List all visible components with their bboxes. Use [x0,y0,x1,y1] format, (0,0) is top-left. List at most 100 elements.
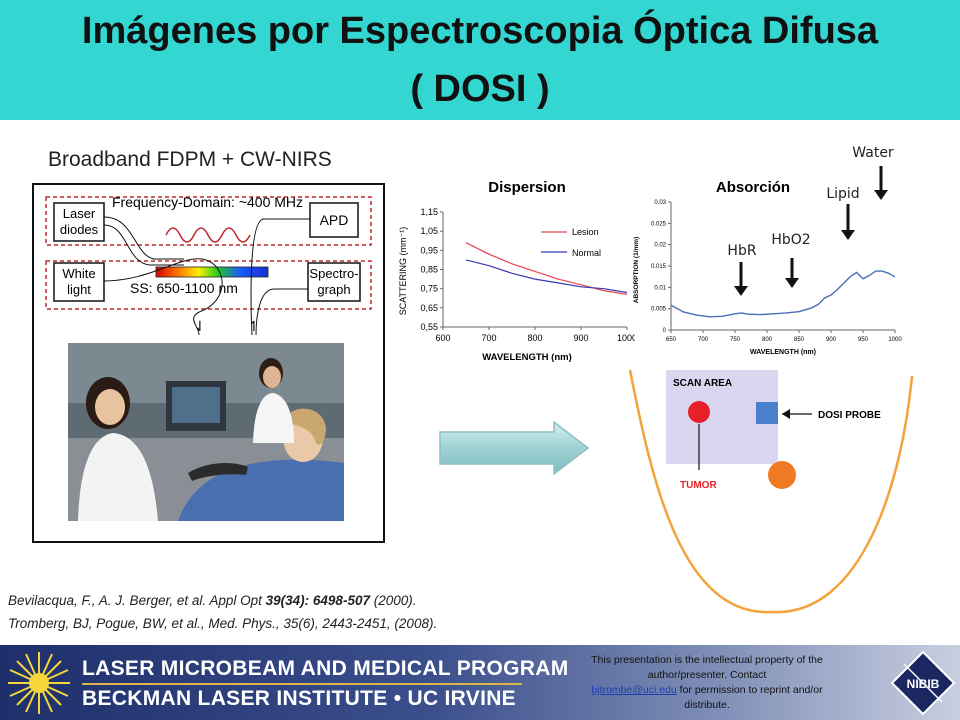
annotation-water: Water [852,145,894,161]
legend-label-lesion: Lesion [572,227,599,237]
x-tick-label: 800 [762,337,773,343]
x-tick-label: 1000 [617,333,635,343]
fdpm-heading: Broadband FDPM + CW-NIRS [48,148,332,171]
copyright-note-permission: for permission to reprint and/or distrib… [679,684,823,711]
laser-fiber-2 [103,224,184,266]
footer-program-name: LASER MICROBEAM AND MEDICAL PROGRAM [82,657,569,680]
y-tick-label: 0.015 [651,264,667,270]
breast-outline [628,369,914,614]
white-light-box [53,262,105,302]
dispersion-chart: Dispersion 600 700 800 900 1000 0,55 0,65 0,75 0… [398,179,635,363]
probe-label: DOSI PROBE [818,410,881,421]
x-tick-label: 650 [666,337,677,343]
reference-2: Tromberg, BJ, Pogue, BW, et al., Med. Ph… [8,616,438,631]
slide-subtitle: ( DOSI ) [410,68,550,110]
absorption-ylabel: ABSORPTION (1/mm) [633,237,640,303]
up-arrow-icon: ↿ [248,319,260,335]
arrow-hbo2-icon [785,258,799,288]
arrow-hbr-icon [734,262,748,296]
y-tick-label: 0.03 [654,200,666,206]
dispersion-title: Dispersion [488,179,566,196]
x-tick-label: 900 [573,333,588,343]
slide-title: Imágenes por Espectroscopia Óptica Difus… [81,10,879,52]
y-tick-label: 0.02 [654,243,666,249]
y-tick-label: 1,05 [420,226,438,236]
white-light-label-1: White [62,266,95,281]
transition-arrow-icon [439,420,590,476]
dispersion-xlabel: WAVELENGTH (nm) [482,352,572,363]
footer-divider [82,683,522,685]
x-tick-label: 700 [481,333,496,343]
spectrograph-label-1: Spectro- [309,266,358,281]
modulation-wave [165,227,251,243]
arrow-lipid-icon [841,204,855,240]
y-tick-label: 0,65 [420,303,438,313]
reference-1: Bevilacqua, F., A. J. Berger, et al. App… [8,593,417,608]
x-tick-label: 600 [435,333,450,343]
y-tick-label: 0.01 [654,285,666,291]
laser-diodes-label-2: diodes [60,222,99,237]
y-tick-label: 0,85 [420,265,438,275]
reference-1-pages: 39(34): 6498-507 [265,593,370,608]
y-tick-label: 0,75 [420,284,438,294]
laser-diodes-label-1: Laser [63,206,96,221]
spectrograph-label-2: graph [317,282,350,297]
spectrograph-fiber [255,288,308,335]
tumor-label: TUMOR [680,480,717,491]
y-tick-label: 1,15 [420,207,438,217]
frequency-domain-label: Frequency-Domain: ~400 MHz [112,194,303,210]
y-tick-label: 0,95 [420,245,438,255]
apd-box [309,202,359,238]
annotation-lipid: Lipid [826,186,859,202]
annotation-hbo2: HbO2 [771,232,810,248]
ss-range-label: SS: 650-1100 nm [130,280,238,296]
x-tick-label: 950 [858,337,869,343]
x-tick-label: 1000 [888,337,902,343]
footer-institute-name: BECKMAN LASER INSTITUTE • UC IRVINE [82,687,516,710]
contact-email-link[interactable]: bjtrombe@uci.edu [591,684,677,696]
y-tick-label: 0.005 [651,307,667,313]
y-tick-label: 0 [663,328,667,334]
x-tick-label: 800 [527,333,542,343]
absorption-chart: Absorción 650 700 750 800 850 900 950 1000 0 0.00… [633,145,902,356]
legend-label-normal: Normal [572,248,601,258]
series-line-0 [670,270,896,318]
laser-fiber-1 [103,216,184,260]
y-tick-label: 0.025 [651,221,667,227]
footer-band [0,645,960,720]
reference-1-year: (2000). [369,593,417,608]
sun-logo-icon [8,652,70,714]
instrument-diagram: Laser diodes APD White light Spectro- gr… [45,194,372,335]
series-line-1 [465,259,628,294]
reference-1-text: Bevilacqua, F., A. J. Berger, et al. App… [8,593,266,608]
white-fiber [103,258,223,335]
laser-diodes-box [53,202,105,242]
fd-dashed-frame [45,196,372,246]
absorption-xlabel: WAVELENGTH (nm) [750,349,816,356]
white-light-label-2: light [67,282,91,297]
absorption-title: Absorción [716,179,790,196]
down-arrow-icon: ⇃ [194,319,206,335]
dispersion-ylabel: SCATTERING (mm⁻¹) [398,227,408,316]
y-tick-label: 0,55 [420,322,438,332]
orange-marker [768,461,796,489]
copyright-note-text: This presentation is the intellectual pr… [591,654,823,681]
spectrum-bar [155,266,269,278]
spectrograph-box [307,262,361,302]
tumor-marker [688,401,710,423]
title-band [0,0,960,120]
arrow-water-icon [874,166,888,200]
clinical-photo [68,343,344,521]
series-line-0 [465,242,628,295]
copyright-note: This presentation is the intellectual pr… [582,653,832,713]
scan-diagram: SCAN AREA TUMOR DOSI PROBE [628,369,914,614]
scan-area-label: SCAN AREA [673,378,732,389]
x-tick-label: 750 [730,337,741,343]
x-tick-label: 850 [794,337,805,343]
x-tick-label: 900 [826,337,837,343]
nibib-logo: NIBIB [890,650,956,716]
apd-label: APD [320,212,349,228]
probe-marker [756,402,778,424]
nibib-logo-text: NIBIB [907,677,940,691]
annotation-hbr: HbR [727,243,756,259]
